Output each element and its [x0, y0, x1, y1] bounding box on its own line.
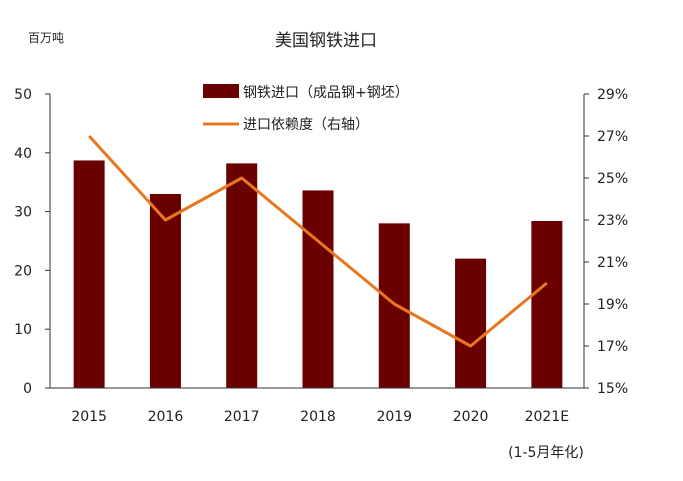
left-tick-label: 0 [23, 381, 32, 397]
legend-line-label: 进口依赖度（右轴） [243, 117, 369, 133]
chart-title: 美国钢铁进口 [275, 31, 377, 51]
right-axis-ticks: 15% 17% 19% 21% 23% 25% 27% 29% [584, 87, 628, 397]
bar-2015 [74, 160, 105, 388]
left-axis-ticks: 0 10 20 30 40 50 [14, 87, 50, 397]
left-tick-label: 30 [14, 205, 32, 221]
x-tick-label: 2019 [376, 409, 412, 425]
category-note: (1-5月年化) [508, 445, 584, 461]
legend: 钢铁进口（成品钢+钢坯） 进口依赖度（右轴） [203, 84, 409, 133]
x-tick-label: 2015 [71, 409, 107, 425]
right-tick-label: 25% [597, 171, 628, 187]
right-tick-label: 23% [597, 213, 628, 229]
left-tick-label: 20 [14, 263, 32, 279]
x-tick-label: 2018 [300, 409, 336, 425]
x-tick-label: 2016 [148, 409, 184, 425]
right-tick-label: 15% [597, 381, 628, 397]
right-tick-label: 17% [597, 339, 628, 355]
right-tick-label: 29% [597, 87, 628, 103]
left-tick-label: 50 [14, 87, 32, 103]
x-tick-label: 2017 [224, 409, 260, 425]
left-tick-label: 40 [14, 146, 32, 162]
bar-series [74, 160, 563, 388]
bar-2018 [303, 190, 334, 388]
bar-2016 [150, 194, 181, 388]
bar-2021E [531, 221, 562, 388]
right-tick-label: 27% [597, 129, 628, 145]
legend-bar-label: 钢铁进口（成品钢+钢坯） [243, 85, 409, 101]
legend-bar-swatch [203, 84, 239, 98]
left-tick-label: 10 [14, 322, 32, 338]
x-axis-labels: 2015 2016 2017 2018 2019 2020 2021E [71, 409, 569, 425]
x-tick-label: 2021E [525, 409, 569, 425]
unit-label: 百万吨 [28, 31, 64, 45]
bar-2020 [455, 259, 486, 388]
right-tick-label: 21% [597, 255, 628, 271]
x-tick-label: 2020 [453, 409, 489, 425]
bar-2017 [226, 163, 257, 388]
right-tick-label: 19% [597, 297, 628, 313]
